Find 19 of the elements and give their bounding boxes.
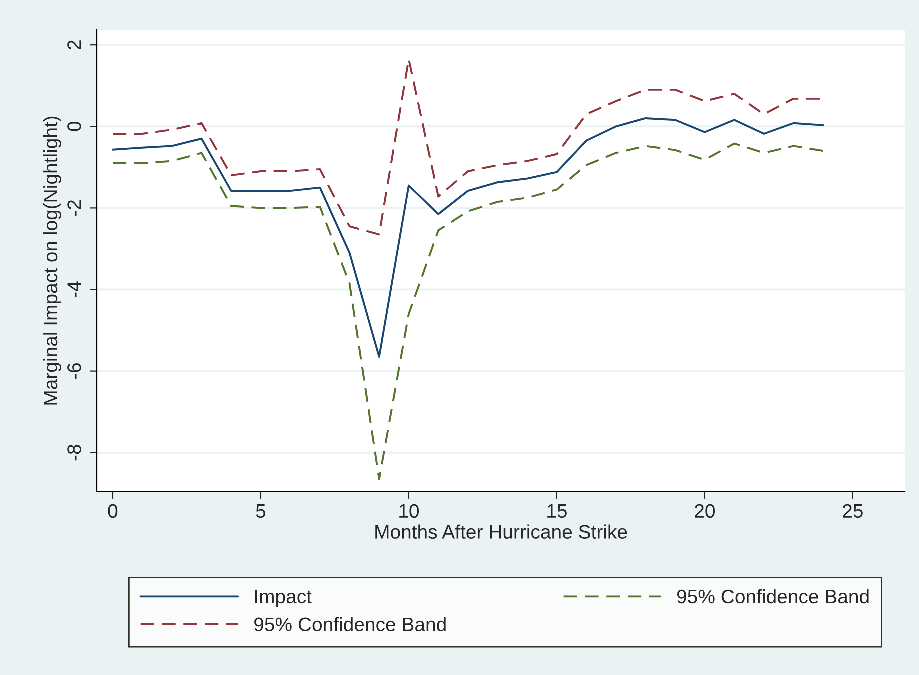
x-tick-label: 25 bbox=[843, 504, 863, 518]
legend-label: 95% Confidence Band bbox=[677, 589, 869, 604]
y-tick-label: -6 bbox=[68, 364, 82, 380]
y-axis-title: Marginal Impact on log(Nightlight) bbox=[43, 116, 62, 405]
y-tick-label: 0 bbox=[68, 122, 82, 132]
line-series bbox=[112, 118, 824, 358]
y-tick-label: -4 bbox=[68, 282, 82, 298]
y-tick-label: 2 bbox=[68, 40, 82, 50]
x-tick-label: 20 bbox=[695, 504, 715, 518]
x-tick-label: 0 bbox=[108, 504, 118, 518]
line-series bbox=[112, 142, 824, 480]
y-tick-label: -8 bbox=[68, 445, 82, 461]
x-axis-title: Months After Hurricane Strike bbox=[376, 524, 628, 539]
y-tick-label: -2 bbox=[68, 200, 82, 216]
legend-label: 95% Confidence Band bbox=[254, 617, 446, 632]
x-tick-label: 10 bbox=[400, 504, 420, 518]
legend-label: Impact bbox=[255, 590, 312, 608]
x-tick-label: 5 bbox=[256, 504, 266, 518]
x-tick-label: 15 bbox=[548, 504, 567, 518]
